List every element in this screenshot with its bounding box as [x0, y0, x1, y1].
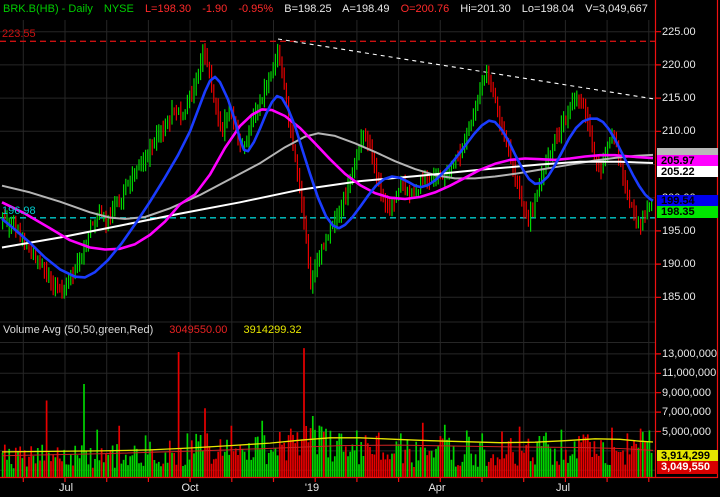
low-value: Lo=198.04	[521, 3, 575, 15]
month-label: '19	[304, 482, 320, 494]
ma-white-line	[1, 160, 654, 249]
ma-white-value-band: 205.22	[657, 166, 718, 177]
candles-up	[2, 43, 653, 299]
volume-tick-label: 7,000,000	[662, 406, 711, 419]
volume-bars-up	[1, 384, 653, 477]
ask-value: A=198.49	[342, 3, 390, 15]
month-label: Oct	[181, 482, 199, 494]
price-tick-label: 185.00	[662, 291, 696, 304]
trendline[interactable]	[277, 38, 654, 100]
volume-tick-label: 5,000,000	[662, 425, 711, 438]
price-tick-label: 210.00	[662, 125, 696, 138]
month-label: Jul	[58, 482, 74, 494]
ma-blue-line	[1, 75, 654, 279]
symbol-title: BRK.B(HB) - Daily	[3, 3, 93, 15]
ma-magenta-value-band: 205.97	[657, 155, 718, 166]
ma-gray-value-band	[657, 148, 718, 155]
volume-ma-red-line	[1, 444, 654, 457]
exchange-label: NYSE	[103, 3, 134, 15]
volume-avg-red-value: 3049550.00	[169, 324, 228, 336]
axis-frame	[0, 0, 719, 482]
volume-avg-yellow-band: 3,914,299	[657, 450, 718, 461]
price-tick-label: 195.00	[662, 224, 696, 237]
grid-lines	[0, 20, 655, 476]
bid-value: B=198.25	[284, 3, 332, 15]
month-label: Jul	[555, 482, 571, 494]
ma-blue-value-band: 199.54	[657, 195, 718, 206]
volume-bars-down	[3, 348, 646, 477]
price-change-pct: -0.95%	[238, 3, 274, 15]
volume-tick-label: 9,000,000	[662, 386, 711, 399]
volume-indicator-legend: Volume Avg (50,50,green,Red) 3049550.00 …	[3, 324, 315, 337]
volume-avg-red-band: 3,049,550	[657, 461, 718, 474]
quote-header: BRK.B(HB) - Daily NYSE L=198.30 -1.90 -0…	[0, 0, 655, 19]
volume-value: V=3,049,667	[585, 3, 648, 15]
last-price-band: 198.35	[657, 206, 718, 218]
price-tick-label: 190.00	[662, 258, 696, 271]
price-change: -1.90	[202, 3, 228, 15]
open-value: O=200.76	[400, 3, 450, 15]
alert-level-low-label[interactable]: 196.98	[2, 205, 36, 217]
volume-legend-title: Volume Avg (50,50,green,Red)	[3, 324, 154, 336]
volume-tick-label: 13,000,000	[662, 347, 718, 360]
month-label: Apr	[428, 482, 446, 494]
price-tick-label: 220.00	[662, 58, 696, 71]
price-tick-label: 215.00	[662, 92, 696, 105]
volume-avg-yellow-value: 3914299.32	[243, 324, 302, 336]
candles-down	[4, 43, 646, 299]
volume-tick-label: 11,000,000	[662, 367, 717, 380]
high-value: Hi=201.30	[460, 3, 511, 15]
volume-ma-yellow-line	[1, 437, 654, 453]
alert-level-high-label[interactable]: 223.55	[2, 28, 36, 40]
price-tick-label: 225.00	[662, 25, 696, 38]
ma-magenta-line	[1, 108, 654, 251]
last-price: L=198.30	[144, 3, 192, 15]
